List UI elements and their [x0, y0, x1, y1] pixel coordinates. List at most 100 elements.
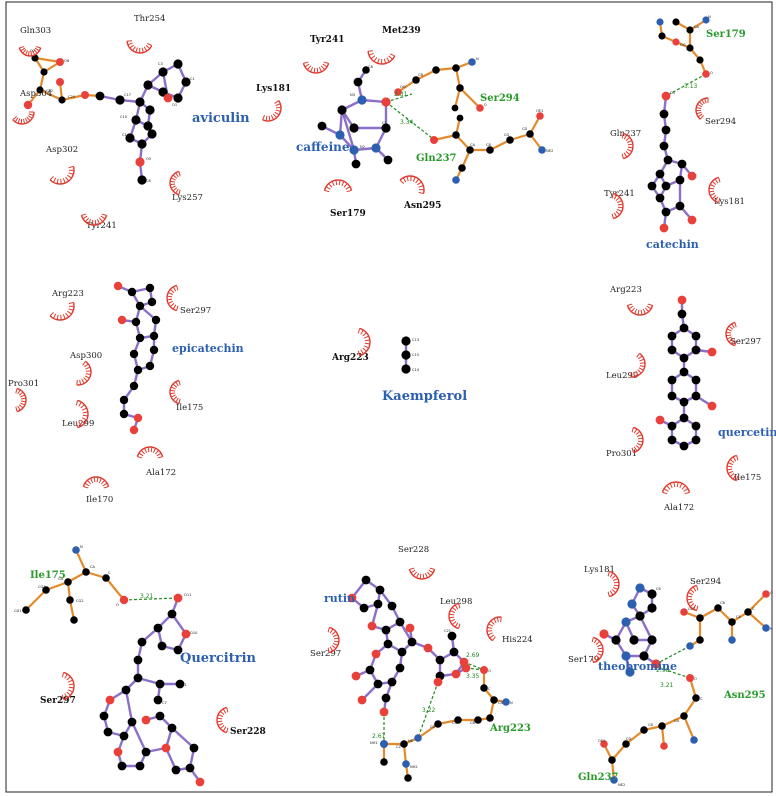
- hbond-residue-label: Asn295: [723, 690, 766, 701]
- hydrophobic-tick: [101, 216, 105, 219]
- hydrophobic-arc: [609, 571, 619, 596]
- hydrophobic-tick: [598, 648, 603, 649]
- hydrophobic-tick: [167, 296, 172, 297]
- hydrophobic-tick: [168, 301, 173, 303]
- hydrophobic-tick: [411, 570, 415, 573]
- hydrophobic-tick: [15, 118, 18, 122]
- hydrophobic-tick: [66, 177, 69, 181]
- hydrophobic-tick: [628, 147, 633, 148]
- hydrophobic-tick: [624, 153, 627, 157]
- residue-label: Met239: [382, 26, 421, 36]
- distance-label: 3.34: [400, 119, 414, 126]
- hydrophobic-tick: [450, 611, 455, 613]
- hydrophobic-tick: [81, 405, 85, 408]
- hydrophobic-tick: [733, 457, 736, 461]
- hydrophobic-tick: [419, 186, 424, 188]
- hydrophobic-tick: [170, 303, 174, 306]
- residue-label: Asp300: [69, 351, 102, 361]
- hydrophobic-tick: [69, 173, 74, 175]
- hydrophobic-tick: [170, 390, 175, 391]
- hydrophobic-tick: [613, 587, 618, 589]
- svg-text:C20: C20: [68, 95, 76, 99]
- svg-text:NE2: NE2: [618, 783, 625, 787]
- hydrophobic-tick: [597, 645, 602, 647]
- hydrophobic-arc: [217, 707, 227, 732]
- svg-text:N: N: [476, 57, 479, 61]
- hydrophobic-tick: [69, 309, 74, 311]
- svg-text:CG: CG: [504, 133, 510, 137]
- hydrophobic-tick: [346, 187, 350, 190]
- ligand-label-quercitrin: Quercitrin: [180, 651, 257, 666]
- svg-text:CD1: CD1: [14, 609, 22, 613]
- hydrophobic-tick: [317, 68, 318, 73]
- hydrophobic-tick: [84, 364, 88, 367]
- distance-label: 3.13: [684, 83, 698, 90]
- hydrophobic-tick: [413, 572, 416, 576]
- svg-text:CA: CA: [498, 701, 504, 705]
- hydrophobic-tick: [19, 405, 23, 408]
- hydrophobic-tick: [269, 116, 270, 121]
- hydrophobic-tick: [727, 466, 732, 467]
- hydrophobic-tick: [626, 151, 630, 154]
- svg-text:CB: CB: [648, 723, 654, 727]
- hbond-residue-label: Arg223: [489, 723, 531, 734]
- svg-text:C15: C15: [412, 353, 419, 357]
- hydrophobic-tick: [450, 619, 455, 621]
- hydrophobic-tick: [455, 623, 458, 627]
- hydrophobic-tick: [136, 48, 138, 53]
- distance-label: 2.31: [394, 91, 408, 98]
- hydrophobic-tick: [16, 407, 17, 412]
- panel-aviculin: O7O8 C22C20 C17C3 C1O1 C15C14 O5C6 avicu…: [19, 14, 250, 231]
- hydrophobic-tick: [617, 201, 622, 203]
- hydrophobic-tick: [332, 181, 334, 186]
- svg-text:O5: O5: [146, 157, 151, 161]
- hydrophobic-tick: [144, 47, 147, 51]
- hydrophobic-tick: [639, 359, 644, 361]
- hydrophobic-tick: [276, 110, 281, 111]
- svg-text:C: C: [108, 571, 111, 575]
- hydrophobic-tick: [596, 641, 600, 644]
- hydrophobic-tick: [641, 310, 642, 315]
- hydrophobic-tick: [25, 50, 27, 55]
- residue-label: Ser228: [398, 545, 429, 555]
- hydrophobic-tick: [271, 115, 273, 120]
- svg-text:C13: C13: [412, 338, 419, 342]
- hydrophobic-tick: [28, 51, 29, 56]
- svg-text:C3: C3: [158, 62, 163, 66]
- hydrophobic-tick: [311, 67, 313, 72]
- svg-text:O: O: [116, 603, 119, 607]
- hydrophobic-tick: [168, 293, 173, 295]
- hydrophobic-tick: [639, 368, 643, 370]
- hydrophobic-tick: [334, 638, 339, 639]
- residue-label: Gln303: [20, 26, 51, 36]
- hydrophobic-tick: [36, 47, 41, 48]
- hydrophobic-tick: [62, 672, 63, 677]
- hydrophobic-tick: [330, 629, 333, 633]
- residue-label: Ala172: [663, 503, 694, 513]
- ligand-label-quercetin: quercetin: [718, 426, 776, 439]
- hydrophobic-tick: [384, 59, 385, 64]
- hydrophobic-tick: [223, 709, 226, 713]
- hydrophobic-tick: [177, 306, 178, 311]
- svg-text:NE2: NE2: [546, 149, 553, 153]
- ligand-label-caffeine: caffeine: [296, 140, 350, 154]
- hydrophobic-tick: [170, 393, 175, 394]
- hydrophobic-tick: [79, 402, 82, 406]
- residue-label: His224: [502, 635, 533, 645]
- hydrophobic-tick: [363, 333, 367, 336]
- hydrophobic-tick: [227, 707, 228, 712]
- panel-catechin: NCA OGO O1 3.13 catechin Gln237 Ser294 T…: [604, 15, 746, 251]
- hydrophobic-tick: [494, 619, 496, 623]
- svg-text:O10: O10: [190, 631, 198, 635]
- hydrophobic-tick: [266, 116, 267, 121]
- distance-label: 2.69: [466, 652, 480, 659]
- hydrophobic-tick: [490, 635, 494, 638]
- hydrophobic-tick: [358, 328, 359, 333]
- hydrophobic-tick: [146, 45, 150, 48]
- hydrophobic-tick: [728, 463, 733, 465]
- hydrophobic-tick: [697, 112, 702, 114]
- residue-label: Pro301: [8, 379, 39, 389]
- residue-label: Ser297: [310, 649, 341, 659]
- hydrophobic-tick: [413, 177, 415, 182]
